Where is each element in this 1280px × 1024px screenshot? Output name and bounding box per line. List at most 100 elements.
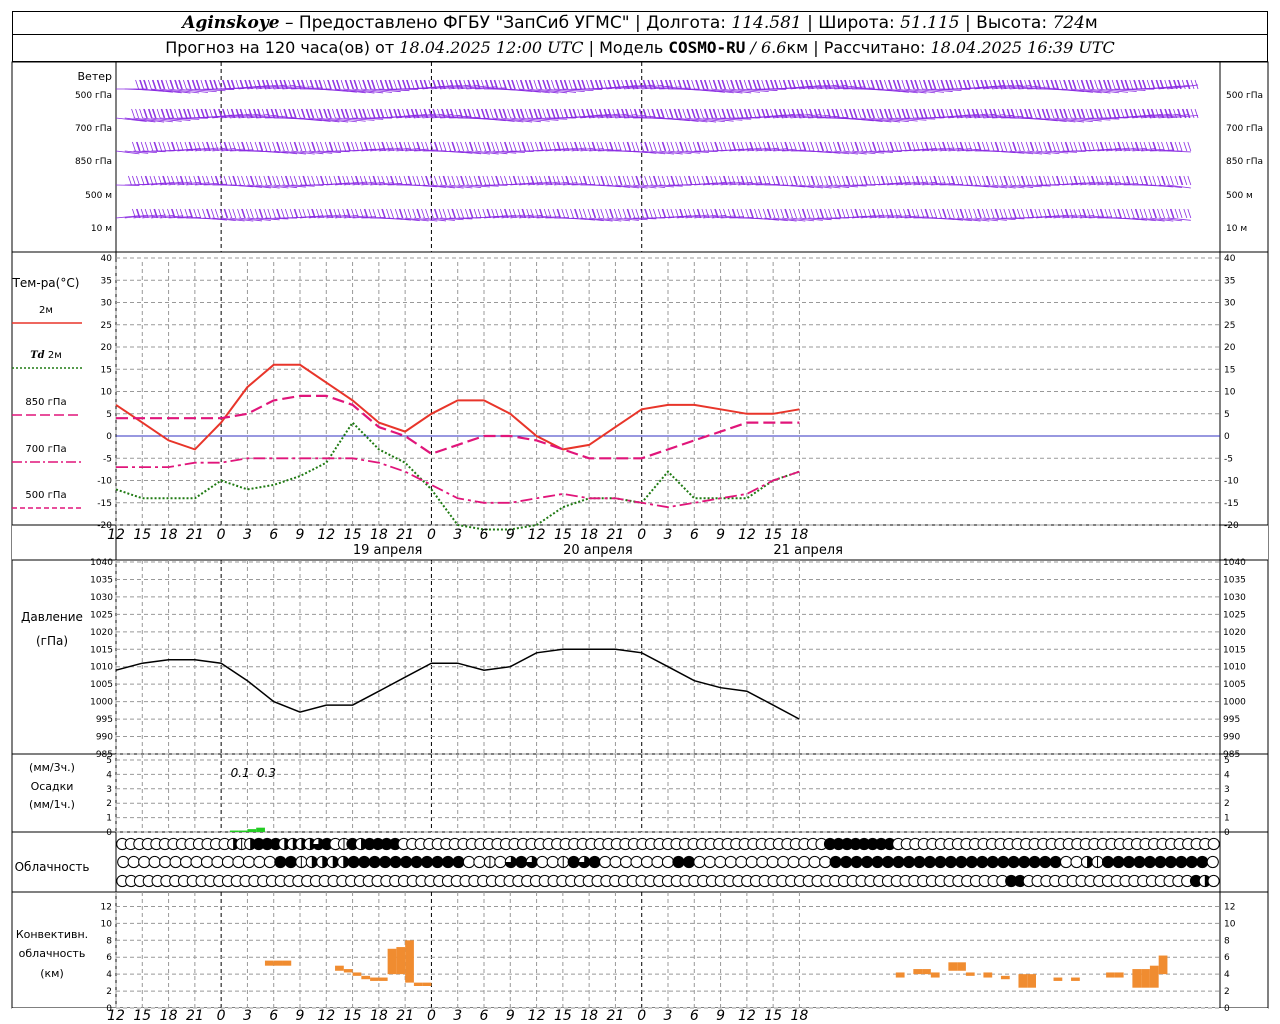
- wind-barb-flag: [776, 175, 781, 186]
- wind-barb-flag: [347, 208, 351, 219]
- wind-barb: [151, 214, 175, 219]
- wind-barb-flag: [464, 141, 469, 152]
- wind-barb-flag: [587, 208, 592, 219]
- wind-barb-flag: [351, 208, 355, 219]
- pres-tick-right: 1030: [1223, 593, 1246, 603]
- temp-tick-left: 30: [101, 299, 113, 309]
- wind-barb-flag: [721, 108, 726, 119]
- x-tick-label: 9: [506, 527, 515, 543]
- cloud-cover: [179, 855, 193, 869]
- wind-barb-flag: [1089, 79, 1094, 90]
- wind-barb-flag: [750, 208, 754, 219]
- wind-barb: [142, 117, 173, 123]
- wind-barb-flag: [568, 79, 573, 90]
- wind-barb: [720, 148, 745, 152]
- cloud-cover: [798, 855, 811, 869]
- wind-barb-flag: [573, 108, 578, 119]
- wind-barb-flag: [495, 141, 500, 152]
- wind-barb: [983, 217, 1007, 221]
- wind-barb-flag: [714, 141, 719, 152]
- wind-barb-flag: [382, 208, 386, 219]
- wind-barb: [694, 117, 725, 123]
- wind-barb-flag: [363, 79, 367, 90]
- wind-barb: [405, 148, 429, 152]
- wind-barb: [203, 147, 228, 152]
- wind-barb-flag: [292, 108, 297, 119]
- wind-barb-flag: [1152, 141, 1157, 152]
- wind-barb-flag: [473, 175, 478, 186]
- wind-barb-flag: [223, 208, 228, 219]
- wind-barb-flag: [425, 141, 429, 152]
- wind-barb: [562, 147, 587, 152]
- wind-barb-flag: [863, 141, 868, 152]
- wind-barb-flag: [328, 141, 333, 152]
- wind-barb: [632, 116, 664, 119]
- wind-barb-flag: [371, 79, 375, 90]
- wind-barb-flag: [752, 79, 757, 90]
- wind-barb-flag: [193, 208, 198, 219]
- wind-barb-flag: [555, 79, 559, 90]
- wind-barb-flag: [797, 208, 802, 219]
- wind-barb-flag: [609, 175, 613, 186]
- wind-barb-flag: [591, 175, 596, 186]
- wind-barb-flag: [350, 79, 355, 90]
- wind-barb-flag: [622, 175, 627, 186]
- model-resolution: / 6.6: [745, 38, 787, 57]
- wind-barb-flag: [543, 208, 548, 219]
- wind-barb-flag: [1094, 79, 1099, 90]
- model-name: COSMO-RU: [668, 38, 746, 57]
- x-tick-label: 9: [716, 527, 725, 543]
- wind-barb-flag: [648, 208, 653, 219]
- wind-barb-flag: [539, 141, 543, 152]
- wind-barb: [115, 150, 140, 155]
- wind-barb-flag: [638, 79, 643, 90]
- wind-barb: [264, 116, 296, 119]
- wind-barb: [238, 184, 263, 188]
- wind-barb-flag: [450, 108, 455, 119]
- wind-barb-flag: [578, 175, 583, 186]
- wind-barb-flag: [919, 79, 923, 90]
- wind-barb-flag: [552, 208, 557, 219]
- wind-barb: [159, 181, 184, 186]
- wind-barb: [334, 88, 366, 94]
- wind-barb: [1070, 181, 1095, 186]
- wind-barb-flag: [561, 175, 566, 186]
- wind-barb-flag: [253, 108, 258, 119]
- wind-barb: [887, 117, 918, 122]
- wind-barb-flag: [657, 141, 662, 152]
- wind-barb-flag: [529, 108, 534, 119]
- wind-barb-flag: [675, 208, 680, 219]
- wind-barb-flag: [719, 208, 723, 219]
- wind-barb-flag: [389, 108, 394, 119]
- wind-barb-flag: [152, 79, 157, 90]
- wind-barb-flag: [712, 108, 717, 119]
- wind-barb-flag: [1187, 208, 1192, 219]
- wind-barb-flag: [892, 108, 897, 119]
- wind-barb-flag: [656, 108, 661, 119]
- wind-barb-flag: [903, 141, 907, 152]
- conv-title-1: Конвективн.: [16, 928, 88, 941]
- x-tick-label: 12: [107, 1008, 125, 1024]
- wind-level-left: 850 гПа: [75, 157, 112, 167]
- wind-barb-flag: [1190, 108, 1195, 119]
- wind-barb-flag: [925, 208, 930, 219]
- wind-barb: [326, 117, 357, 123]
- wind-barb-flag: [850, 208, 855, 219]
- wind-barb-flag: [1089, 108, 1094, 119]
- wind-barb-flag: [651, 108, 656, 119]
- wind-barb-flag: [592, 208, 597, 219]
- wind-barb-flag: [515, 108, 520, 119]
- wind-barb-flag: [564, 79, 569, 90]
- wind-barb-flag: [660, 108, 664, 119]
- wind-barb-flag: [946, 208, 951, 219]
- wind-barb-flag: [307, 175, 312, 186]
- wind-barb-flag: [923, 79, 927, 90]
- wind-barb-flag: [652, 208, 657, 219]
- wind-barb-flag: [940, 79, 945, 90]
- wind-barb-flag: [433, 208, 438, 219]
- wind-barb-flag: [1095, 208, 1100, 219]
- wind-barb-flag: [1059, 108, 1063, 119]
- wind-barb-flag: [1025, 208, 1030, 219]
- wind-barb: [326, 182, 350, 186]
- wind-barb-flag: [853, 108, 858, 119]
